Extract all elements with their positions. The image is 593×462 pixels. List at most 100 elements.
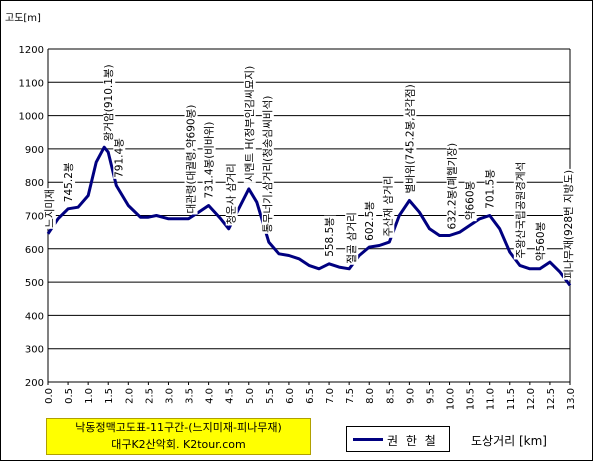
annotation-label: 왕거암(910.1봉) bbox=[103, 64, 115, 141]
legend: 권 한 철 bbox=[346, 426, 450, 452]
x-tick-label: 2.0 bbox=[124, 388, 135, 404]
annotation-label: 시멘트 H(정부인김씨묘지) bbox=[244, 66, 256, 182]
x-tick-label: 0.5 bbox=[64, 388, 75, 404]
annotation: 별바위(745.2봉,삼각점) bbox=[403, 83, 417, 195]
x-tick-label: 8.5 bbox=[385, 388, 396, 404]
annotation: 왕거암(910.1봉) bbox=[103, 63, 116, 143]
annotation: 통무너기,삼거리(청송심씨비석) bbox=[261, 94, 274, 234]
x-tick-label: 12.5 bbox=[546, 388, 557, 410]
y-tick-label: 300 bbox=[25, 345, 44, 356]
x-tick-label: 4.5 bbox=[225, 388, 236, 404]
legend-label: 권 한 철 bbox=[387, 434, 438, 448]
annotation-label: 주왕산국립공원경계석 bbox=[514, 162, 527, 259]
x-tick-label: 6.0 bbox=[285, 388, 296, 404]
annotation-label: 632.2봉(폐헬기장) bbox=[447, 143, 459, 230]
annotation-label: 피나무재(928번 지방도) bbox=[563, 170, 575, 279]
annotation-label: 통무너기,삼거리(청송심씨비석) bbox=[262, 96, 274, 233]
annotation: 피나무재(928번 지방도) bbox=[562, 168, 575, 280]
x-tick-label: 1.0 bbox=[84, 388, 95, 404]
chart-title: 낙동정맥고도표-11구간-(느지미재-피나무재) bbox=[75, 421, 282, 434]
y-tick-label: 400 bbox=[25, 311, 44, 322]
y-tick-label: 600 bbox=[25, 245, 44, 256]
x-tick-label: 7.0 bbox=[325, 388, 336, 404]
annotation-bg bbox=[184, 103, 198, 215]
x-axis-label: 도상거리 [km] bbox=[471, 434, 547, 448]
annotation-bg bbox=[43, 188, 56, 229]
annotation: 시멘트 H(정부인김씨묘지) bbox=[243, 64, 256, 183]
annotation-bg bbox=[113, 136, 126, 179]
x-tick-label: 6.5 bbox=[305, 388, 316, 404]
annotation-label: 느지미재 bbox=[44, 189, 56, 228]
annotation-bg bbox=[464, 179, 477, 222]
annotation: 632.2봉(폐헬기장) bbox=[446, 141, 459, 231]
y-axis-label: 고도[m] bbox=[5, 13, 41, 24]
x-tick-label: 2.5 bbox=[144, 388, 155, 404]
annotation-label: 별바위(745.2봉,삼각점) bbox=[403, 84, 416, 193]
y-tick-label: 800 bbox=[25, 178, 44, 189]
annotation-label: 745.2봉 bbox=[63, 162, 75, 202]
annotation-bg bbox=[225, 162, 238, 226]
x-tick-label: 9.5 bbox=[425, 388, 436, 404]
annotation: 602.5봉 bbox=[364, 199, 377, 242]
axes bbox=[47, 49, 571, 385]
x-tick-label: 13.0 bbox=[566, 388, 577, 410]
y-tick-label: 1000 bbox=[19, 112, 44, 123]
y-tick-labels: 200 300 400 500 600 700 800 900 1000 1100 1200 bbox=[19, 45, 44, 389]
annotation: 745.2봉 bbox=[63, 161, 76, 204]
y-tick-label: 200 bbox=[25, 378, 44, 389]
annotation: 대관령(대궐령,약690봉) bbox=[184, 103, 198, 215]
y-tick-label: 900 bbox=[25, 145, 44, 156]
series-layer bbox=[46, 145, 572, 287]
annotation: 701.5봉 bbox=[484, 167, 497, 210]
annotation-bg bbox=[261, 94, 274, 234]
x-tick-label: 1.5 bbox=[104, 388, 115, 404]
annotation-bg bbox=[382, 174, 395, 238]
annotation: 절골 삼거리 bbox=[345, 211, 359, 265]
annotation-bg bbox=[364, 199, 377, 242]
chart-subtitle: 대구K2산악회. K2tour.com bbox=[111, 438, 246, 451]
annotation-label: 731.4봉(비바위) bbox=[203, 122, 216, 199]
annotation-label: 청운사 삼거리 bbox=[226, 163, 238, 224]
y-tick-label: 700 bbox=[25, 212, 44, 223]
annotation: 558.5봉 bbox=[324, 215, 337, 258]
x-tick-label: 11.0 bbox=[486, 388, 497, 410]
annotation-bg bbox=[403, 83, 417, 195]
y-tick-label: 1200 bbox=[19, 45, 44, 56]
annotation: 731.4봉(비바위) bbox=[202, 120, 216, 200]
annotation-bg bbox=[562, 168, 575, 280]
grid-lines bbox=[48, 48, 570, 383]
annotation: 주산재 삼거리 bbox=[382, 174, 395, 238]
annotation-label: 701.5봉 bbox=[485, 169, 497, 209]
chart-title-box: 낙동정맥고도표-11구간-(느지미재-피나무재) 대구K2산악회. K2tour… bbox=[46, 418, 311, 455]
annotation-label: 절골 삼거리 bbox=[345, 212, 358, 264]
annotation-label: 558.5봉 bbox=[324, 217, 336, 257]
x-tick-label: 7.5 bbox=[345, 388, 356, 404]
x-tick-label: 4.0 bbox=[205, 388, 216, 404]
legend-swatch bbox=[353, 438, 383, 441]
annotation: 느지미재 bbox=[43, 188, 56, 229]
x-tick-label: 9.0 bbox=[405, 388, 416, 404]
annotation-bg bbox=[63, 161, 76, 204]
annotation-bg bbox=[202, 120, 216, 200]
annotation: 청운사 삼거리 bbox=[225, 162, 238, 226]
x-tick-label: 11.5 bbox=[506, 388, 517, 410]
x-tick-label: 12.0 bbox=[526, 388, 537, 410]
x-tick-label: 3.0 bbox=[164, 388, 175, 404]
annotation-bg bbox=[484, 167, 497, 210]
annotation-bg bbox=[324, 215, 337, 258]
annotation-label: 602.5봉 bbox=[364, 201, 376, 241]
x-tick-labels: 0.0 0.5 1.0 1.5 2.0 2.5 3.0 3.5 4.0 4.5 5.0 5.5 6.0 6… bbox=[44, 388, 577, 410]
annotation-bg bbox=[103, 63, 116, 143]
annotation: 주왕산국립공원경계석 bbox=[513, 160, 527, 260]
x-tick-label: 10.0 bbox=[446, 388, 457, 410]
annotation-label: 791.4봉 bbox=[113, 138, 125, 178]
y-tick-label: 1100 bbox=[19, 78, 44, 89]
annotation-bg bbox=[513, 160, 527, 260]
annotation: 약560봉 bbox=[534, 220, 547, 263]
y-tick-label: 500 bbox=[25, 278, 44, 289]
annotation-label: 약560봉 bbox=[535, 221, 547, 261]
annotation-bg bbox=[446, 141, 459, 231]
x-tick-label: 10.5 bbox=[466, 388, 477, 410]
